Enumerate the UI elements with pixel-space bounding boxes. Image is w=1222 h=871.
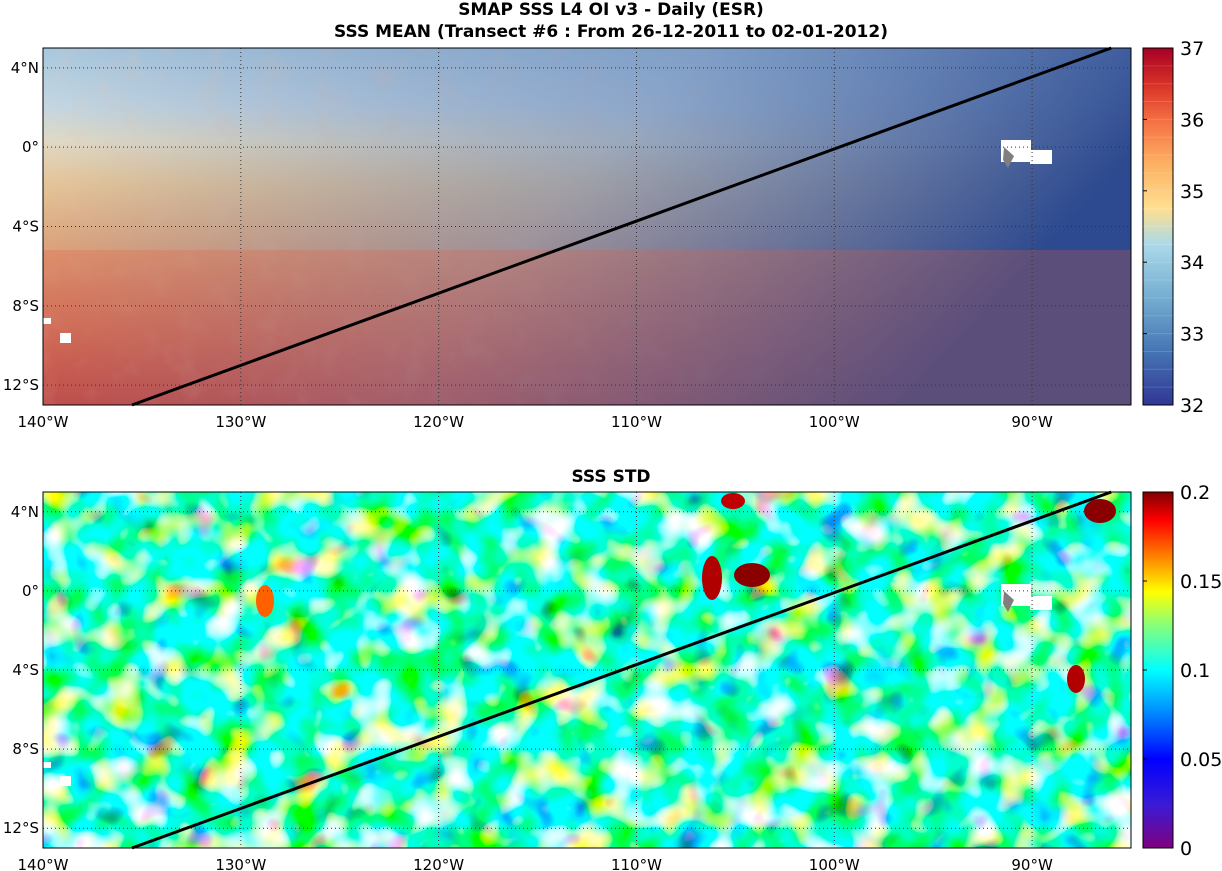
figure-title-line2: SSS MEAN (Transect #6 : From 26-12-2011 … — [333, 22, 888, 42]
transect-line — [131, 46, 1112, 407]
land-mask-galapagos — [43, 584, 1052, 786]
galapagos-island-icon — [1003, 591, 1014, 612]
y-tick-label: 12°S — [3, 819, 39, 837]
x-tick-label: 90°W — [1011, 413, 1053, 431]
x-tick-label: 110°W — [611, 856, 662, 871]
graticule — [42, 492, 1131, 848]
colorbar-label: 33 — [1180, 324, 1204, 346]
colorbar-std: 0.2 0.15 0.1 0.05 0 — [1142, 482, 1222, 860]
x-tick-label: 110°W — [611, 413, 662, 431]
map-frame — [42, 491, 1132, 849]
x-tick-labels: 140°W 130°W 120°W 110°W 100°W 90°W — [18, 413, 1053, 431]
figure-title-line1: SMAP SSS L4 OI v3 - Daily (ESR) — [458, 0, 764, 20]
y-tick-label: 4°S — [12, 661, 39, 679]
colorbar-label: 0.2 — [1180, 482, 1210, 504]
y-tick-label: 0° — [22, 138, 39, 156]
colorbar-label: 0.05 — [1180, 749, 1222, 771]
y-tick-label: 12°S — [3, 376, 39, 394]
x-tick-label: 100°W — [809, 856, 860, 871]
land-mask-galapagos — [43, 140, 1052, 343]
y-tick-label: 4°N — [11, 503, 39, 521]
galapagos-island-icon — [1003, 147, 1014, 168]
colorbar-mean: 37 36 35 34 33 32 — [1142, 38, 1204, 417]
transect-line — [131, 490, 1112, 850]
colorbar-label: 36 — [1180, 109, 1204, 131]
x-tick-label: 130°W — [215, 413, 266, 431]
colorbar-label: 0.15 — [1180, 571, 1222, 593]
sss-mean-map-panel: 4°N 0° 4°S 8°S 12°S 140°W 130°W 120°W 110°W 100°… — [3, 38, 1204, 431]
colorbar-label: 0.1 — [1180, 660, 1210, 682]
colorbar-label: 34 — [1180, 252, 1204, 274]
x-tick-label: 120°W — [413, 413, 464, 431]
x-tick-label: 100°W — [809, 413, 860, 431]
panel-std-title: SSS STD — [571, 467, 651, 487]
y-tick-labels: 4°N 0° 4°S 8°S 12°S — [3, 59, 39, 394]
x-tick-label: 120°W — [413, 856, 464, 871]
colorbar-label: 32 — [1180, 395, 1204, 417]
x-tick-labels: 140°W 130°W 120°W 110°W 100°W 90°W — [18, 856, 1053, 871]
y-tick-label: 0° — [22, 582, 39, 600]
map-frame — [42, 47, 1132, 406]
colorbar-label: 35 — [1180, 181, 1204, 203]
x-tick-label: 90°W — [1011, 856, 1053, 871]
colorbar-label: 0 — [1180, 838, 1192, 860]
x-tick-label: 140°W — [18, 856, 69, 871]
y-tick-label: 4°S — [12, 218, 39, 236]
x-tick-label: 140°W — [18, 413, 69, 431]
graticule — [42, 48, 1131, 405]
y-tick-label: 8°S — [12, 740, 39, 758]
x-tick-label: 130°W — [215, 856, 266, 871]
y-tick-label: 4°N — [11, 59, 39, 77]
sss-std-map-panel: 4°N 0° 4°S 8°S 12°S 140°W 130°W 120°W 110°W 100°… — [3, 482, 1222, 871]
y-tick-labels: 4°N 0° 4°S 8°S 12°S — [3, 503, 39, 837]
colorbar-label: 37 — [1180, 38, 1204, 60]
y-tick-label: 8°S — [12, 297, 39, 315]
